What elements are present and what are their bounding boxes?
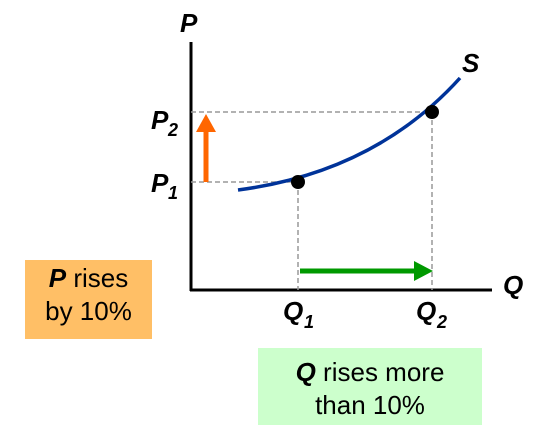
quantity-note-text: rises more — [315, 357, 445, 387]
p2-label: P 2 — [151, 105, 178, 140]
supply-curve — [237, 76, 462, 192]
price-rise-arrow — [196, 114, 216, 182]
x-axis-label: Q — [503, 270, 523, 300]
price-note-line2: by 10% — [45, 296, 132, 326]
svg-text:1: 1 — [168, 183, 178, 203]
svg-text:1: 1 — [304, 312, 314, 332]
q2-label: Q 2 — [416, 296, 447, 332]
price-note-text: rises — [66, 263, 129, 293]
p1-label: P 1 — [151, 168, 178, 203]
point-p2-q2 — [425, 105, 439, 119]
price-note-line1: P rises — [25, 262, 152, 295]
svg-text:2: 2 — [436, 312, 447, 332]
svg-text:P: P — [151, 105, 169, 135]
svg-text:P: P — [151, 168, 169, 198]
y-axis-label: P — [180, 8, 198, 38]
svg-text:Q: Q — [416, 296, 436, 326]
svg-text:2: 2 — [167, 120, 178, 140]
quantity-note-line2: than 10% — [315, 390, 425, 420]
quantity-note-symbol: Q — [295, 357, 316, 387]
price-change-note: P rises by 10% — [25, 260, 152, 339]
q1-label: Q 1 — [283, 296, 314, 332]
price-note-symbol: P — [48, 263, 67, 293]
svg-text:Q: Q — [283, 296, 303, 326]
quantity-change-note: Q rises more than 10% — [258, 348, 482, 425]
point-p1-q1 — [291, 175, 305, 189]
quantity-rise-arrow — [300, 261, 433, 281]
quantity-note-line1: Q rises more — [258, 356, 482, 389]
supply-curve-label: S — [462, 48, 480, 78]
